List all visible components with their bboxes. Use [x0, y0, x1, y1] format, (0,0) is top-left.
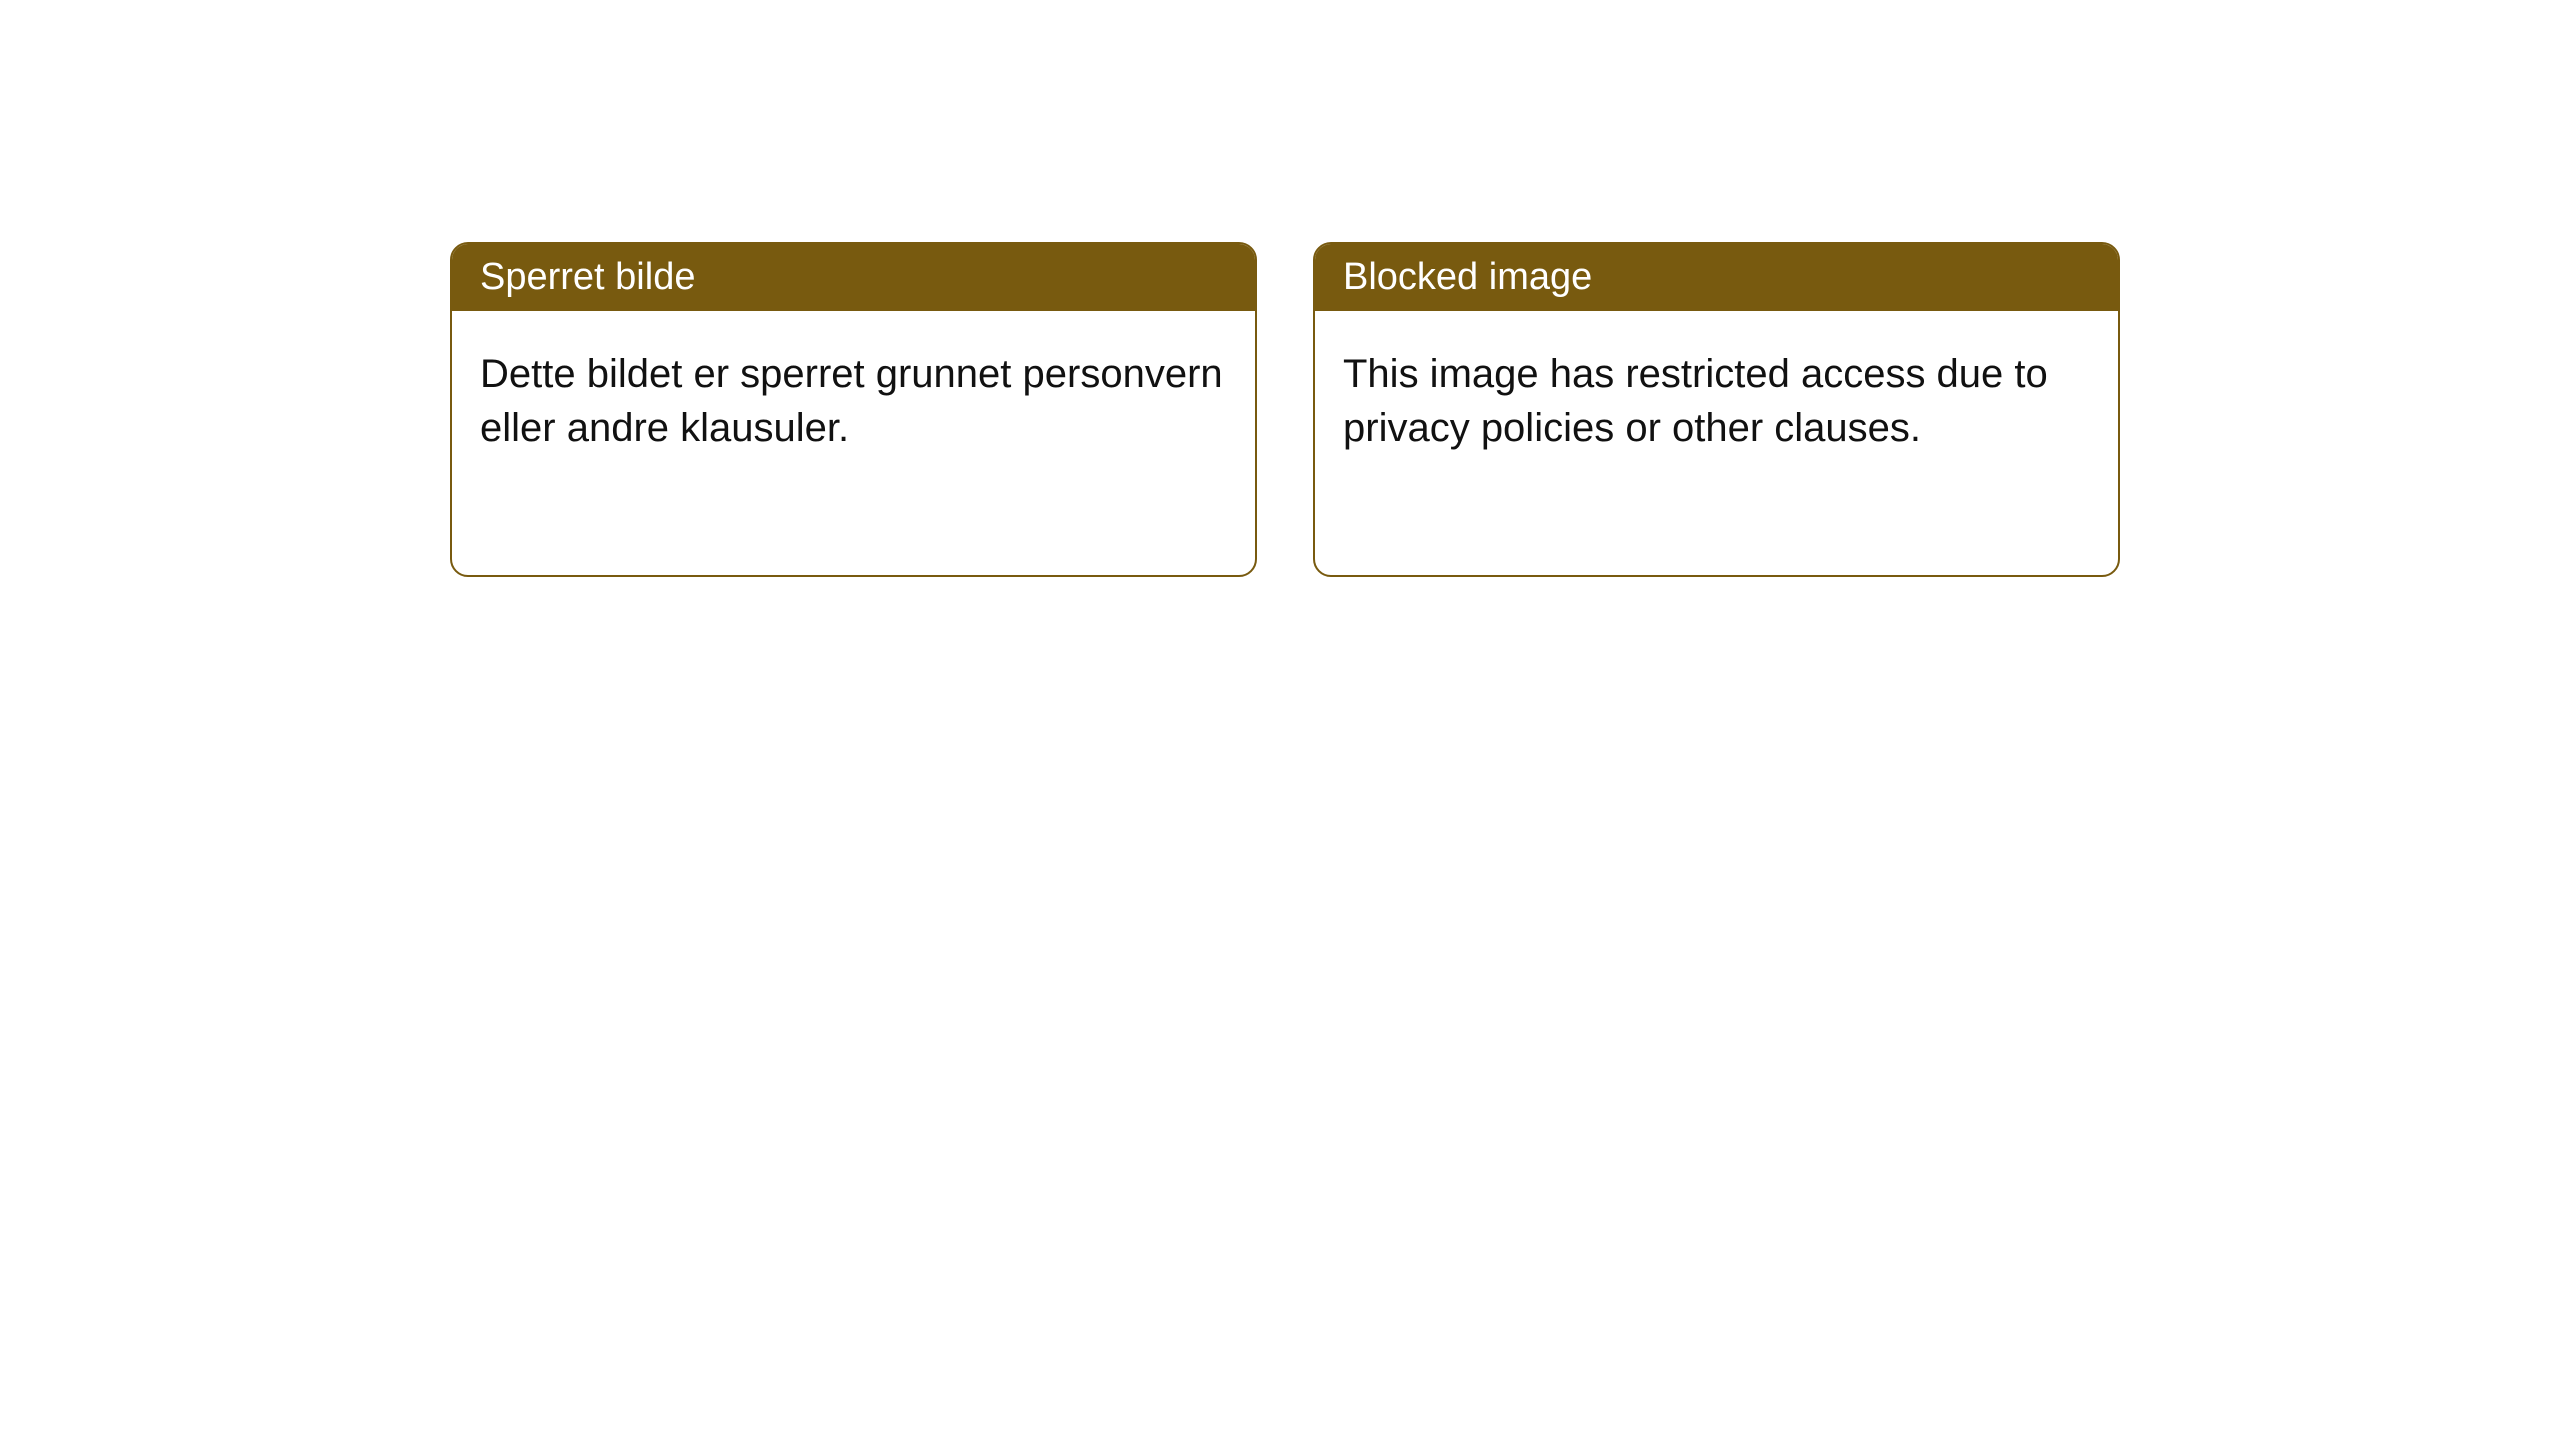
- card-header: Blocked image: [1315, 244, 2118, 311]
- notice-card-norwegian: Sperret bilde Dette bildet er sperret gr…: [450, 242, 1257, 577]
- notice-card-english: Blocked image This image has restricted …: [1313, 242, 2120, 577]
- card-body: Dette bildet er sperret grunnet personve…: [452, 311, 1255, 491]
- card-title: Blocked image: [1343, 256, 1592, 298]
- notice-container: Sperret bilde Dette bildet er sperret gr…: [450, 242, 2120, 577]
- card-title: Sperret bilde: [480, 256, 695, 298]
- card-message: Dette bildet er sperret grunnet personve…: [480, 352, 1223, 450]
- card-body: This image has restricted access due to …: [1315, 311, 2118, 491]
- card-message: This image has restricted access due to …: [1343, 352, 2048, 450]
- card-header: Sperret bilde: [452, 244, 1255, 311]
